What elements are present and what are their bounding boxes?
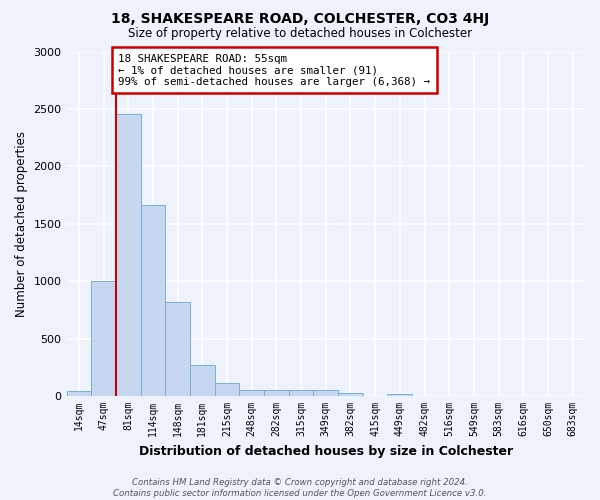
Bar: [165, 302, 190, 396]
Bar: [190, 365, 215, 396]
Bar: [264, 390, 289, 396]
Y-axis label: Number of detached properties: Number of detached properties: [15, 131, 28, 317]
Bar: [313, 390, 338, 396]
Text: 18, SHAKESPEARE ROAD, COLCHESTER, CO3 4HJ: 18, SHAKESPEARE ROAD, COLCHESTER, CO3 4H…: [111, 12, 489, 26]
Bar: [67, 392, 91, 396]
Bar: [239, 390, 264, 396]
Text: 18 SHAKESPEARE ROAD: 55sqm
← 1% of detached houses are smaller (91)
99% of semi-: 18 SHAKESPEARE ROAD: 55sqm ← 1% of detac…: [118, 54, 430, 87]
Text: Size of property relative to detached houses in Colchester: Size of property relative to detached ho…: [128, 28, 472, 40]
Bar: [388, 394, 412, 396]
Bar: [140, 206, 165, 396]
Text: Contains HM Land Registry data © Crown copyright and database right 2024.
Contai: Contains HM Land Registry data © Crown c…: [113, 478, 487, 498]
Bar: [91, 281, 116, 396]
Bar: [289, 390, 313, 396]
Bar: [215, 383, 239, 396]
Bar: [338, 392, 363, 396]
X-axis label: Distribution of detached houses by size in Colchester: Distribution of detached houses by size …: [139, 444, 513, 458]
Bar: [116, 114, 140, 396]
